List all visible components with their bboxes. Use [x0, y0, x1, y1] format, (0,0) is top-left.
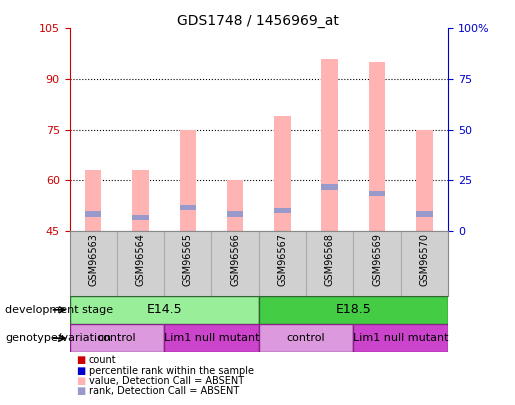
Bar [227, 211, 244, 217]
Text: value, Detection Call = ABSENT: value, Detection Call = ABSENT [89, 376, 244, 386]
Text: GSM96569: GSM96569 [372, 233, 382, 286]
Text: control: control [287, 333, 325, 343]
Text: GSM96567: GSM96567 [278, 233, 287, 286]
Bar [164, 324, 259, 352]
Bar [416, 130, 433, 231]
Text: GSM96568: GSM96568 [325, 233, 335, 286]
Text: control: control [97, 333, 136, 343]
Bar [416, 211, 433, 217]
Text: ■: ■ [76, 356, 85, 365]
Text: GSM96570: GSM96570 [419, 233, 430, 286]
Bar [274, 208, 291, 213]
Text: E18.5: E18.5 [336, 303, 371, 316]
Bar [274, 116, 291, 231]
Text: GSM96563: GSM96563 [88, 233, 98, 286]
Bar [132, 170, 149, 231]
Bar [70, 296, 259, 324]
Text: Lim1 null mutant: Lim1 null mutant [164, 333, 259, 343]
Text: Lim1 null mutant: Lim1 null mutant [353, 333, 449, 343]
Bar [321, 184, 338, 190]
Bar [180, 205, 196, 210]
Bar [321, 59, 338, 231]
Text: ■: ■ [76, 376, 85, 386]
Text: genotype/variation: genotype/variation [5, 333, 111, 343]
Bar [227, 180, 244, 231]
Text: rank, Detection Call = ABSENT: rank, Detection Call = ABSENT [89, 386, 239, 396]
Bar [70, 324, 164, 352]
Text: ■: ■ [76, 386, 85, 396]
Bar [180, 130, 196, 231]
Text: GDS1748 / 1456969_at: GDS1748 / 1456969_at [177, 14, 338, 28]
Bar [132, 215, 149, 220]
Bar [85, 170, 101, 231]
Text: GSM96565: GSM96565 [183, 233, 193, 286]
Bar [353, 324, 448, 352]
Bar [369, 62, 385, 231]
Text: count: count [89, 356, 116, 365]
Text: GSM96564: GSM96564 [135, 233, 146, 286]
Text: percentile rank within the sample: percentile rank within the sample [89, 366, 253, 375]
Text: GSM96566: GSM96566 [230, 233, 240, 286]
Text: ■: ■ [76, 366, 85, 375]
Bar [369, 191, 385, 196]
Text: development stage: development stage [5, 305, 113, 315]
Text: E14.5: E14.5 [146, 303, 182, 316]
Bar [85, 211, 101, 217]
Bar [259, 296, 448, 324]
Bar [259, 324, 353, 352]
